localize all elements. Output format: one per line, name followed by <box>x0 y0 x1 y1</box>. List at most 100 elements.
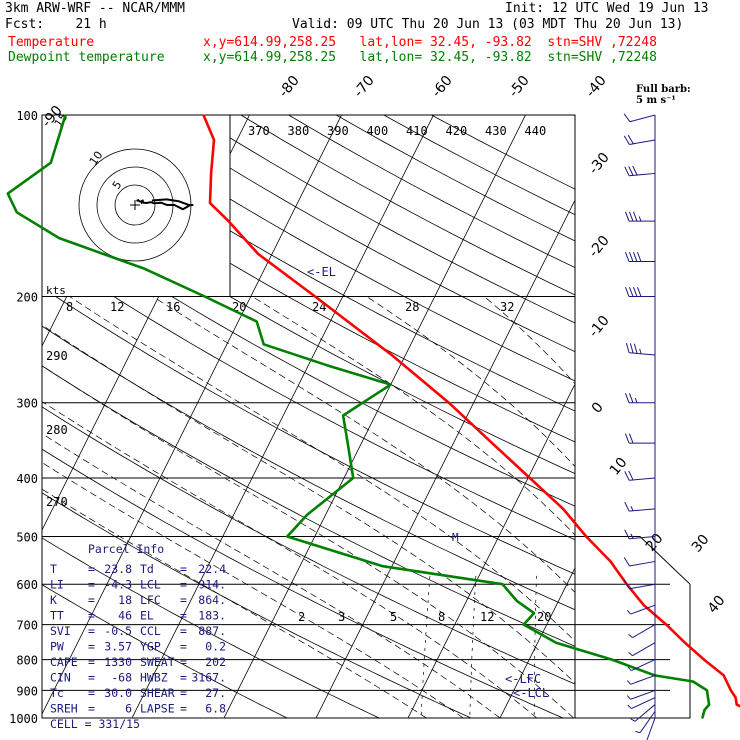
dry-adiabat-line <box>42 448 565 718</box>
wind-barb-staff <box>629 560 656 567</box>
wind-barb-flag <box>629 343 634 354</box>
isotherm-line <box>223 115 526 718</box>
moist-adiabat-line <box>42 365 574 718</box>
wind-barb <box>624 501 656 512</box>
parcel-value: -4.3 <box>104 578 132 592</box>
dry-adiabat-line <box>42 365 575 647</box>
mixing-ratio-label: 12 <box>480 610 494 624</box>
temperature-point <box>210 172 212 175</box>
wind-barb-flag <box>628 286 634 297</box>
hodograph-speed-label: 12 <box>110 300 124 314</box>
wind-barb <box>626 674 656 685</box>
parcel-equals: = <box>180 671 187 685</box>
dewpoint-point <box>708 703 710 706</box>
dewpoint-point <box>144 268 146 270</box>
dewpoint-point <box>692 680 694 683</box>
temperature-point <box>734 696 737 699</box>
lower-right-frame <box>575 536 691 719</box>
parcel-key: K <box>50 593 57 607</box>
parcel-equals: = <box>88 671 95 685</box>
theta-label: 440 <box>525 124 547 138</box>
wind-barb-staff <box>630 689 656 700</box>
model-title: 3km ARW-WRF -- NCAR/MMM <box>5 1 186 16</box>
wind-barb-flag <box>638 216 642 222</box>
theta-side-label: 270 <box>46 495 68 509</box>
wind-barb-flag <box>636 252 642 262</box>
temperature-point <box>314 295 316 298</box>
parcel-key: YGP <box>140 640 161 654</box>
parcel-value: -0.5 <box>104 624 132 638</box>
moist-adiabat-line <box>42 462 464 718</box>
dewpoint-point <box>58 237 60 239</box>
parcel-value: 22.4 <box>198 562 226 576</box>
dewpoint-point <box>707 696 709 699</box>
parcel-equals: = <box>88 640 95 654</box>
isotherm-label: -70 <box>351 73 378 101</box>
wind-barb-staff <box>629 583 656 590</box>
temperature-point <box>730 689 732 692</box>
parcel-equals: = <box>180 609 187 623</box>
parcel-value: 914. <box>198 578 226 592</box>
wind-barb-flag <box>628 433 634 444</box>
wind-barb <box>635 711 656 734</box>
moist-adiabat-line <box>42 488 427 718</box>
dewpoint-point <box>703 709 706 711</box>
wind-barb <box>624 529 656 540</box>
dry-adiabat-line <box>288 115 575 269</box>
parcel-equals: = <box>88 702 95 716</box>
temperature-point <box>390 354 393 356</box>
dewpoint-point <box>706 689 708 692</box>
moist-adiabat-line <box>42 401 538 718</box>
parcel-key: SWEAT <box>140 655 175 669</box>
pressure-tick-label: 300 <box>16 397 38 411</box>
dry-adiabat-line <box>42 537 380 718</box>
dewpoint-profile <box>6 114 711 719</box>
parcel-key: PW <box>50 640 64 654</box>
isotherm-label: 30 <box>689 532 713 556</box>
wind-barb <box>624 252 655 263</box>
isotherm-label: -20 <box>586 233 613 261</box>
parcel-equals: = <box>180 640 187 654</box>
wind-barb-staff <box>639 711 656 733</box>
parcel-key: LFC <box>140 593 161 607</box>
dewpoint-point <box>326 364 328 367</box>
isotherm-label: -10 <box>586 313 613 341</box>
wind-barb <box>623 113 656 123</box>
wind-barb-staff <box>629 477 656 481</box>
wind-barb-flag <box>623 135 630 145</box>
parcel-key: SHEAR <box>140 686 175 700</box>
pressure-tick-label: 400 <box>16 472 38 486</box>
temperature-legend-label: Temperature <box>8 35 95 50</box>
theta-label: 420 <box>446 124 468 138</box>
dry-adiabat-line <box>240 115 575 296</box>
wind-barb-flag <box>628 634 633 638</box>
mixing-ratio-line <box>533 575 537 718</box>
dewpoint-point <box>611 658 613 661</box>
wind-barb <box>623 557 656 567</box>
pressure-tick-label: 800 <box>16 654 38 668</box>
level-annotation: M <box>452 531 459 544</box>
parcel-key: Tc <box>50 686 64 700</box>
dry-adiabat-line <box>42 286 575 575</box>
wind-barb <box>626 604 656 615</box>
parcel-equals: = <box>180 624 187 638</box>
temperature-point <box>562 508 564 510</box>
isotherm-line <box>499 567 575 718</box>
wind-barb-staff <box>629 535 656 540</box>
temperature-location: x,y=614.99,258.25 lat,lon= 32.45, -93.82… <box>203 35 657 50</box>
mixing-ratio-label: 8 <box>438 610 445 624</box>
dewpoint-point <box>346 442 349 444</box>
wind-barb <box>624 165 656 177</box>
temperature-point <box>257 253 260 255</box>
dry-adiabat-line <box>42 325 575 611</box>
parcel-info-title: Parcel Info <box>88 542 164 556</box>
wind-barb <box>646 717 656 740</box>
temperature-point <box>448 401 450 404</box>
wind-barb-flag <box>624 166 630 176</box>
wind-barb-flag <box>633 343 638 354</box>
parcel-equals: = <box>180 686 187 700</box>
wind-barb-flag <box>628 252 634 262</box>
isotherm-line <box>131 115 434 718</box>
pressure-tick-label: 1000 <box>9 712 38 726</box>
